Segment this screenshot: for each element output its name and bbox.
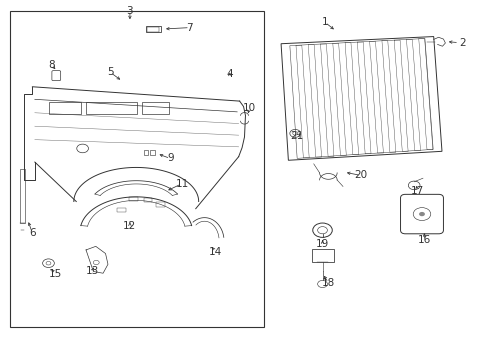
Bar xyxy=(86,102,137,114)
Text: 3: 3 xyxy=(126,6,133,16)
Text: 5: 5 xyxy=(107,67,114,77)
Text: 6: 6 xyxy=(29,228,36,238)
Bar xyxy=(146,26,160,32)
Text: 17: 17 xyxy=(410,186,424,196)
Bar xyxy=(156,202,164,207)
Bar xyxy=(49,102,81,114)
Text: 8: 8 xyxy=(48,60,55,70)
Text: 21: 21 xyxy=(290,131,303,141)
Text: 15: 15 xyxy=(49,269,62,279)
Text: 20: 20 xyxy=(353,170,366,180)
Bar xyxy=(150,150,155,155)
Bar xyxy=(20,169,25,223)
Bar xyxy=(143,198,152,202)
Bar xyxy=(143,150,148,155)
Text: 7: 7 xyxy=(186,23,193,33)
Text: 9: 9 xyxy=(167,153,173,163)
Bar xyxy=(10,12,264,327)
Text: 13: 13 xyxy=(85,266,99,276)
Text: 14: 14 xyxy=(208,247,222,257)
Text: 4: 4 xyxy=(226,69,233,79)
Bar xyxy=(147,27,159,32)
Bar xyxy=(117,208,125,212)
Bar xyxy=(129,197,138,201)
Text: 16: 16 xyxy=(417,235,430,245)
Text: 19: 19 xyxy=(315,239,328,249)
Text: 18: 18 xyxy=(321,278,334,288)
Text: 12: 12 xyxy=(123,221,136,231)
Text: 11: 11 xyxy=(175,179,188,189)
Bar xyxy=(311,249,333,262)
Text: 1: 1 xyxy=(321,17,327,27)
Text: 2: 2 xyxy=(458,38,465,48)
Bar xyxy=(142,102,168,114)
Circle shape xyxy=(418,212,424,216)
Text: 10: 10 xyxy=(243,103,255,113)
